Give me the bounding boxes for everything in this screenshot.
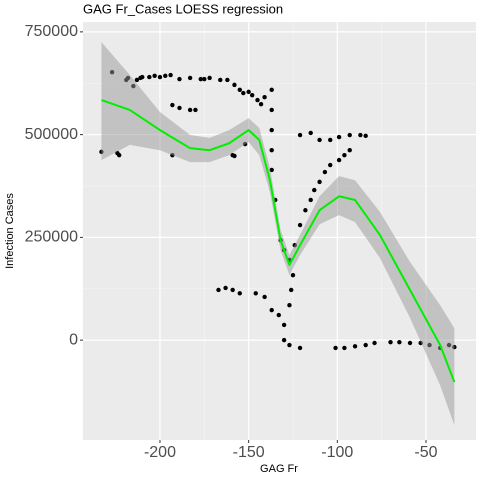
point — [308, 197, 313, 203]
point — [269, 307, 274, 313]
point — [241, 90, 246, 96]
y-tick-label: 0 — [69, 331, 78, 348]
point — [308, 130, 313, 136]
point — [407, 340, 413, 346]
point — [290, 272, 296, 278]
point — [269, 148, 274, 153]
point — [255, 97, 260, 103]
point — [372, 340, 377, 346]
point — [289, 287, 294, 293]
point — [170, 102, 175, 108]
x-tick-label: -50 — [414, 444, 437, 461]
point — [336, 134, 342, 140]
confidence-band — [101, 42, 455, 426]
point — [163, 73, 168, 79]
point — [193, 107, 198, 113]
point — [198, 76, 203, 82]
point — [202, 76, 207, 82]
point — [207, 75, 212, 81]
x-tick-label: -200 — [144, 444, 176, 461]
point — [253, 291, 258, 296]
x-axis-label: GAG Fr — [260, 463, 298, 475]
point — [249, 92, 255, 98]
point — [317, 137, 322, 143]
point — [287, 342, 292, 348]
point — [342, 152, 347, 158]
point — [237, 291, 242, 296]
point — [218, 77, 223, 83]
point — [269, 127, 274, 133]
point — [269, 87, 274, 93]
point — [281, 322, 287, 328]
point — [317, 179, 322, 185]
point — [336, 157, 342, 163]
point — [333, 345, 338, 351]
point — [232, 153, 237, 159]
point — [152, 73, 157, 79]
point — [303, 208, 308, 213]
point — [177, 105, 182, 111]
point — [297, 222, 303, 228]
chart-title: GAG Fr_Cases LOESS regression — [83, 1, 283, 16]
x-tick-label: -100 — [321, 444, 353, 461]
point — [352, 344, 358, 349]
point — [287, 302, 292, 308]
point — [358, 132, 363, 138]
point — [363, 342, 368, 348]
point — [116, 152, 122, 158]
point — [388, 339, 393, 345]
point — [269, 167, 274, 173]
point — [262, 95, 267, 100]
point — [246, 89, 251, 95]
point — [223, 285, 228, 291]
point — [168, 72, 173, 78]
y-tick-label: 250000 — [25, 229, 78, 246]
y-tick-label: 500000 — [25, 126, 78, 143]
point — [216, 287, 221, 293]
point — [297, 345, 303, 351]
point — [134, 77, 140, 83]
point — [177, 76, 182, 82]
point — [230, 287, 235, 293]
point — [276, 312, 281, 318]
y-axis-label: Infection Cases — [4, 193, 16, 269]
point — [262, 294, 267, 300]
point — [328, 137, 333, 143]
point — [147, 74, 152, 80]
point — [237, 87, 242, 93]
point — [281, 337, 287, 343]
point — [322, 169, 328, 175]
loess-line — [101, 99, 456, 383]
point — [397, 339, 402, 345]
x-tick-label: -150 — [233, 444, 265, 461]
point — [347, 132, 352, 138]
point — [328, 162, 333, 168]
point — [363, 133, 368, 139]
point — [140, 74, 145, 80]
point — [187, 75, 193, 81]
point — [157, 74, 163, 80]
point — [225, 77, 230, 83]
y-tick-label: 750000 — [25, 23, 78, 40]
point — [258, 102, 264, 107]
point — [342, 345, 347, 351]
point — [232, 82, 237, 88]
point — [312, 187, 317, 193]
point — [297, 132, 303, 138]
point — [187, 107, 193, 113]
point — [347, 148, 352, 153]
point — [269, 107, 274, 113]
